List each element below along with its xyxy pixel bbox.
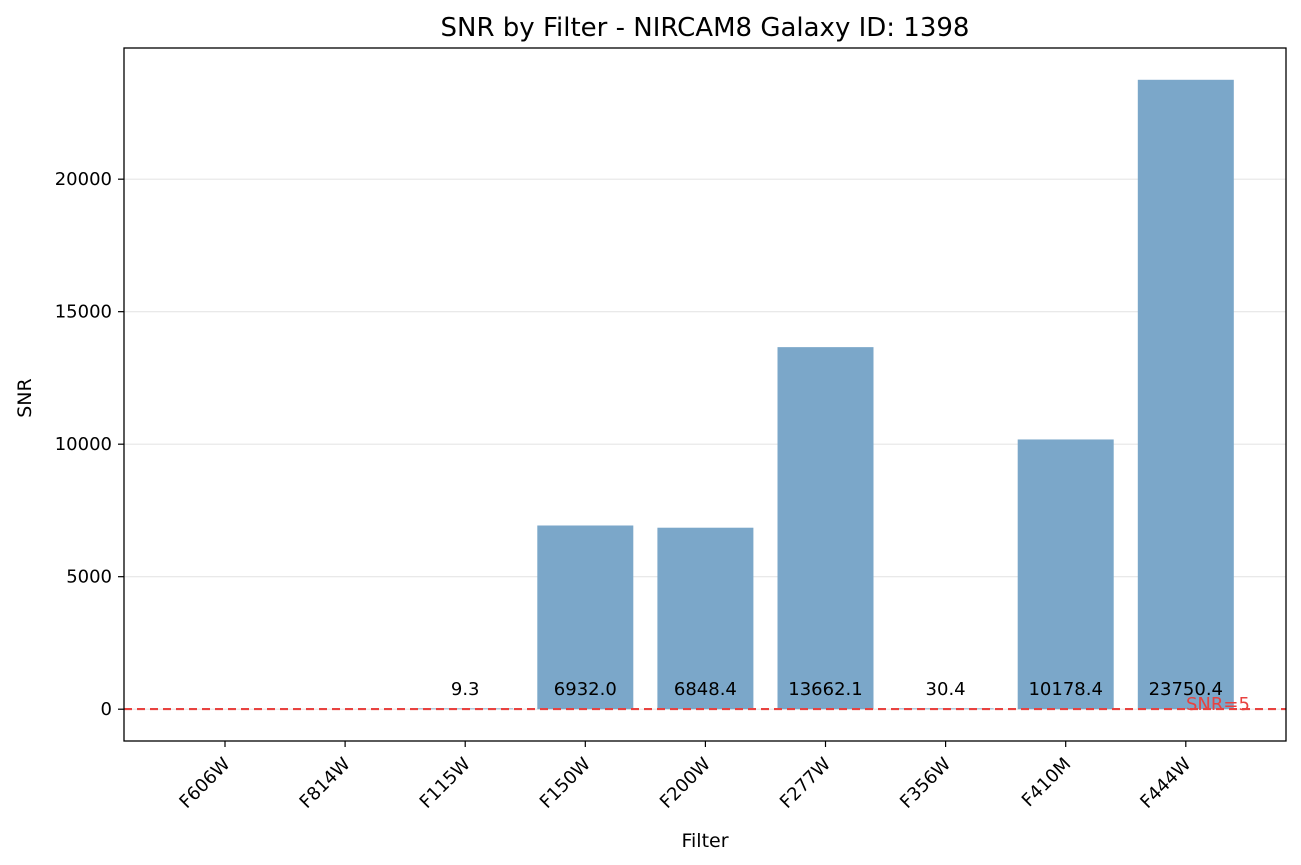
y-tick-label: 20000 <box>55 169 112 190</box>
chart-title: SNR by Filter - NIRCAM8 Galaxy ID: 1398 <box>441 13 970 43</box>
data-label: 6932.0 <box>554 679 617 700</box>
x-tick-label: F410M <box>1018 754 1075 811</box>
data-label: 6848.4 <box>674 679 737 700</box>
x-axis-label: Filter <box>681 830 728 852</box>
x-tick-label: F277W <box>776 754 835 813</box>
x-tick-label: F356W <box>896 754 955 813</box>
bars <box>417 79 1234 710</box>
y-tick-label: 15000 <box>55 302 112 323</box>
bar-f200w <box>657 527 754 710</box>
data-label: 13662.1 <box>788 679 862 700</box>
y-axis-ticks: 0 5000 10000 15000 20000 <box>55 169 124 720</box>
x-tick-label: F606W <box>175 754 234 813</box>
x-tick-label: F444W <box>1136 754 1195 813</box>
y-axis-label: SNR <box>14 378 36 417</box>
x-tick-label: F150W <box>536 754 595 813</box>
reference-line-label: SNR=5 <box>1186 694 1250 715</box>
bar-f150w <box>537 525 634 710</box>
data-label: 30.4 <box>926 679 966 700</box>
bar-f410m <box>1017 439 1114 710</box>
bar-f277w <box>777 347 874 710</box>
y-tick-label: 10000 <box>55 434 112 455</box>
data-labels: 9.3 6932.0 6848.4 13662.1 30.4 10178.4 23750.4 <box>451 679 1223 700</box>
data-label: 23750.4 <box>1149 679 1223 700</box>
data-label: 9.3 <box>451 679 480 700</box>
bar-f444w <box>1137 79 1234 710</box>
x-tick-label: F200W <box>656 754 715 813</box>
x-tick-label: F115W <box>416 754 475 813</box>
x-axis-ticks: F606W F814W F115W F150W F200W F277W F356W F410M… <box>175 741 1195 813</box>
x-tick-label: F814W <box>296 754 355 813</box>
reference-line-group: SNR=5 <box>124 694 1286 715</box>
y-tick-label: 5000 <box>66 567 112 588</box>
data-label: 10178.4 <box>1028 679 1102 700</box>
y-tick-label: 0 <box>101 699 112 720</box>
